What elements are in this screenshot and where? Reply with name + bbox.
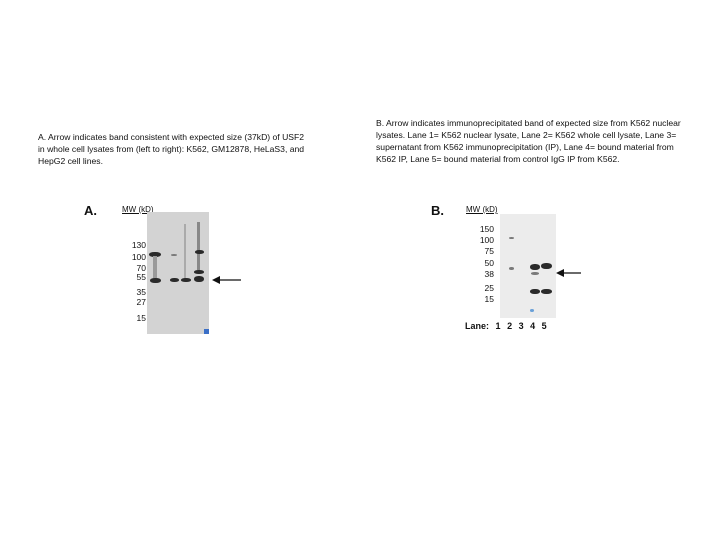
panel-b-mw-marker: 15 [484,294,494,304]
panel-a-arrow-icon [212,276,241,284]
panel-a-mw-marker: 27 [136,297,146,307]
lane-number: 1 [495,321,501,331]
panel-b-mw-marker: 100 [479,235,494,245]
panel-b-mw-marker: 50 [484,258,494,268]
panel-a-letter: A. [84,203,97,218]
panel-b-mw-marker: 75 [484,246,494,256]
lane-number: 3 [518,321,524,331]
panel-b-mw-marker: 25 [484,283,494,293]
panel-a-caption: A. Arrow indicates band consistent with … [38,132,305,166]
panel-b-mw-header: MW (kD) [466,205,498,214]
panel-a-mw-marker: 35 [136,287,146,297]
lane-number: 4 [530,321,536,331]
panel-a-mw-marker: 55 [136,272,146,282]
panel-b-mw-marker: 150 [479,224,494,234]
lane-label: Lane: [465,321,490,331]
panel-b-lane-labels: Lane: 1 2 3 4 5 [465,321,551,331]
panel-a-mw-header: MW (kD) [122,205,154,214]
panel-b-mw-marker: 38 [484,269,494,279]
panel-a-western-blot-image [147,212,209,334]
panel-b-caption: B. Arrow indicates immunoprecipitated ba… [376,118,681,164]
lane-number: 5 [541,321,547,331]
panel-a-mw-marker: 130 [131,240,146,250]
panel-b-arrow-icon [556,269,581,277]
panel-a-mw-marker: 15 [136,313,146,323]
lane-number: 2 [507,321,513,331]
panel-b-letter: B. [431,203,444,218]
panel-a-mw-marker: 100 [131,252,146,262]
panel-a-mw-marker: 70 [136,263,146,273]
panel-b-western-blot-image [500,214,556,318]
